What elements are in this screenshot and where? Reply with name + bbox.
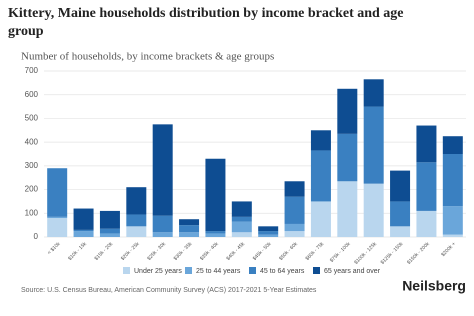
bar-segment bbox=[258, 231, 279, 235]
x-tick-label: $200k + bbox=[440, 241, 457, 258]
y-tick-label: 700 bbox=[25, 66, 39, 75]
y-tick-label: 600 bbox=[25, 90, 39, 99]
y-tick-label: 0 bbox=[34, 232, 39, 241]
bar-segment bbox=[179, 232, 200, 237]
bar-segment bbox=[73, 208, 94, 230]
bar-segment bbox=[416, 162, 437, 211]
legend-label: 25 to 44 years bbox=[196, 268, 241, 275]
bar-segment bbox=[284, 231, 305, 237]
x-tick-label: $100k - 125k bbox=[353, 241, 378, 266]
bar-segment bbox=[73, 231, 94, 237]
bar-segment bbox=[337, 133, 358, 182]
x-tick-label: $40k - 45k bbox=[225, 241, 246, 262]
x-tick-label: $10k - 15k bbox=[67, 241, 88, 262]
bar-segment bbox=[152, 124, 173, 216]
bar-segment bbox=[416, 125, 437, 163]
y-tick-label: 500 bbox=[25, 114, 39, 123]
legend-swatch bbox=[313, 267, 320, 274]
bar-segment bbox=[231, 232, 252, 237]
bar-segment bbox=[442, 154, 463, 207]
x-tick-label: $20k - 25k bbox=[120, 241, 141, 262]
bar-segment bbox=[179, 219, 200, 226]
chart-subtitle: Number of households, by income brackets… bbox=[21, 51, 274, 63]
bar-segment bbox=[47, 168, 68, 217]
bar-segment bbox=[126, 187, 147, 215]
x-tick-label: $30k - 35k bbox=[173, 241, 194, 262]
bar-segment bbox=[73, 229, 94, 232]
x-tick-label: $150k - 200k bbox=[406, 241, 431, 266]
bar-segment bbox=[337, 88, 358, 134]
bar-segment bbox=[231, 221, 252, 233]
bar-segment bbox=[442, 206, 463, 235]
bar-segment bbox=[205, 231, 226, 234]
bar-segment bbox=[284, 223, 305, 232]
bar-segment bbox=[284, 196, 305, 224]
chart-title: Kittery, Maine households distribution b… bbox=[8, 6, 404, 39]
y-tick-label: 200 bbox=[25, 185, 39, 194]
bar-segment bbox=[363, 79, 384, 107]
x-tick-label: $75k - 100k bbox=[329, 241, 352, 264]
bar-segment bbox=[442, 234, 463, 237]
y-tick-label: 400 bbox=[25, 137, 39, 146]
bar-segment bbox=[99, 210, 120, 229]
bar-segment bbox=[47, 216, 68, 219]
x-tick-label: $25k - 30k bbox=[146, 241, 167, 262]
bar-segment bbox=[442, 136, 463, 154]
bar-segment bbox=[126, 214, 147, 227]
bar-segment bbox=[258, 234, 279, 237]
bar-segment bbox=[99, 233, 120, 237]
legend-label: Under 25 years bbox=[134, 268, 182, 275]
x-tick-label: < $10k bbox=[47, 241, 62, 256]
bar-segment bbox=[390, 226, 411, 237]
bar-segment bbox=[390, 201, 411, 227]
brand: Neilsberg bbox=[402, 278, 466, 294]
x-tick-label: $45k - 50k bbox=[252, 241, 273, 262]
bar-segment bbox=[205, 233, 226, 237]
x-tick-label: $50k - 60k bbox=[278, 241, 299, 262]
bar-segment bbox=[152, 232, 173, 237]
bar-segment bbox=[310, 150, 331, 202]
bar-segment bbox=[363, 183, 384, 237]
y-tick-label: 100 bbox=[25, 208, 39, 217]
x-tick-label: $15k - 20k bbox=[94, 241, 115, 262]
bar-segment bbox=[416, 210, 437, 237]
bar-segment bbox=[310, 201, 331, 237]
bar-segment bbox=[390, 170, 411, 202]
x-tick-label: $125k - 150k bbox=[380, 241, 405, 266]
bar-segment bbox=[284, 181, 305, 197]
bar-segment bbox=[99, 228, 120, 234]
bar-segment bbox=[310, 130, 331, 151]
x-tick-label: $35k - 40k bbox=[199, 241, 220, 262]
bar-segment bbox=[231, 201, 252, 217]
bar-segment bbox=[152, 215, 173, 233]
legend-label: 45 to 64 years bbox=[260, 268, 305, 275]
legend-swatch bbox=[123, 267, 130, 274]
bar-segment bbox=[258, 226, 279, 232]
bar-segment bbox=[337, 181, 358, 237]
bar-segment bbox=[179, 225, 200, 233]
source: Source: U.S. Census Bureau, American Com… bbox=[21, 287, 317, 294]
y-tick-label: 300 bbox=[25, 161, 39, 170]
legend-label: 65 years and over bbox=[324, 268, 381, 275]
bar-segment bbox=[47, 218, 68, 237]
legend-swatch bbox=[185, 267, 192, 274]
bar-segment bbox=[363, 106, 384, 184]
bar-segment bbox=[231, 216, 252, 222]
legend-swatch bbox=[249, 267, 256, 274]
x-tick-label: $60k - 75k bbox=[305, 241, 326, 262]
bar-segment bbox=[126, 226, 147, 237]
bar-segment bbox=[205, 158, 226, 232]
